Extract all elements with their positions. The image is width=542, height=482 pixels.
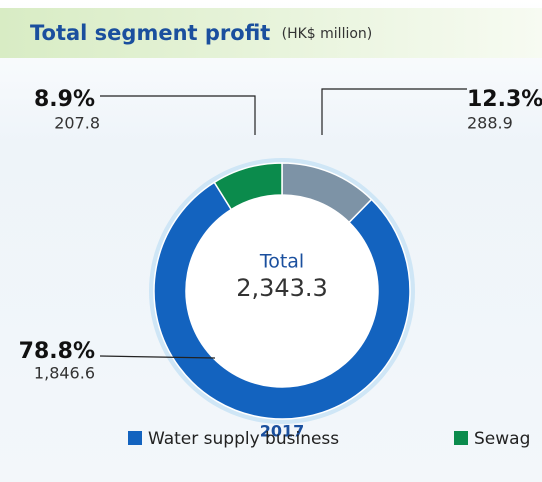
leader-line [100,95,256,135]
subtitle: (HK$ million) [282,26,373,42]
total-label: 2,343.3 [236,274,328,302]
title-text: Total segment profit [30,21,270,45]
percent-label: 12.3% [467,87,542,112]
legend-label: Water supply business [148,429,339,449]
center-title: Total [259,251,304,273]
leader-line [99,355,216,359]
leader-line [321,88,467,135]
value-label: 1,846.6 [34,364,95,383]
legend-label: Sewag [474,429,530,449]
value-label: 288.9 [467,114,513,133]
percent-label: 78.8% [19,339,95,364]
year: 2017 [260,422,305,441]
inner-circle [186,195,378,387]
header-bar [0,8,542,58]
chart-title: Total segment profit (HK$ million) [30,21,372,45]
legend-swatch [128,431,142,445]
percent-label: 8.9% [34,87,95,112]
legend-swatch [454,431,468,445]
value-label: 207.8 [54,114,100,133]
